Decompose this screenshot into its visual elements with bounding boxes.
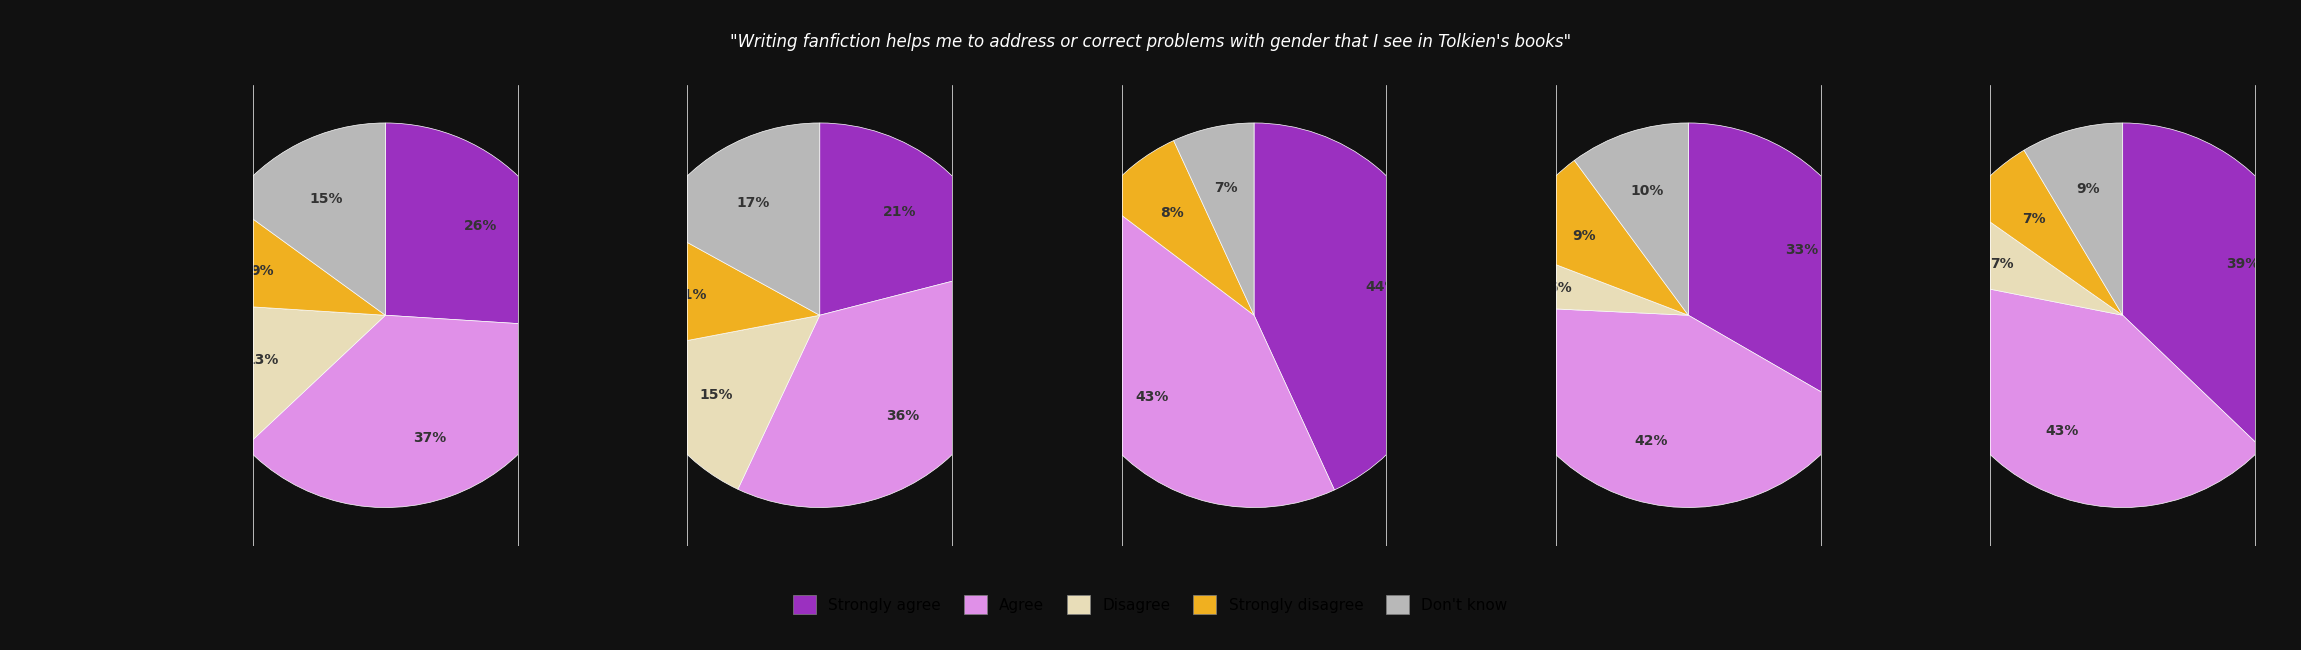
Text: 43%: 43% (1134, 390, 1169, 404)
Wedge shape (1496, 306, 1855, 508)
Text: 9%: 9% (251, 264, 274, 278)
Text: "Writing fanfiction helps me to address or correct problems with gender that I s: "Writing fanfiction helps me to address … (729, 33, 1572, 51)
Text: 8%: 8% (1160, 207, 1185, 220)
Wedge shape (1574, 123, 1689, 315)
Text: 26%: 26% (465, 219, 497, 233)
Wedge shape (230, 123, 387, 315)
Text: 43%: 43% (2046, 424, 2080, 438)
Wedge shape (246, 315, 578, 508)
Wedge shape (1061, 200, 1335, 508)
Text: 42%: 42% (1634, 434, 1668, 448)
Wedge shape (1174, 123, 1254, 315)
Wedge shape (2025, 123, 2124, 315)
Legend: Strongly agree, Agree, Disagree, Strongly disagree, Don't know: Strongly agree, Agree, Disagree, Strongl… (794, 595, 1507, 614)
Text: 21%: 21% (884, 205, 916, 219)
Wedge shape (2122, 123, 2301, 448)
Wedge shape (1509, 161, 1689, 315)
Text: 33%: 33% (1786, 243, 1818, 257)
Text: 10%: 10% (1631, 184, 1664, 198)
Text: 44%: 44% (1364, 280, 1399, 294)
Text: 7%: 7% (1215, 181, 1238, 194)
Wedge shape (651, 123, 819, 315)
Bar (1385, 84, 1555, 546)
Wedge shape (1931, 278, 2262, 508)
Bar (953, 84, 1123, 546)
Wedge shape (628, 222, 819, 351)
Text: 36%: 36% (886, 409, 920, 423)
Wedge shape (384, 123, 578, 328)
Wedge shape (739, 267, 1012, 508)
Text: 39%: 39% (2227, 257, 2260, 271)
Bar (1820, 84, 1990, 546)
Text: 15%: 15% (700, 389, 734, 402)
Wedge shape (630, 315, 819, 489)
Text: 13%: 13% (246, 352, 278, 367)
Wedge shape (193, 303, 387, 447)
Bar (518, 84, 688, 546)
Wedge shape (1254, 123, 1447, 490)
Bar (2255, 84, 2301, 546)
Text: 11%: 11% (674, 288, 706, 302)
Wedge shape (1935, 205, 2124, 315)
Wedge shape (1100, 140, 1254, 315)
Wedge shape (1496, 246, 1689, 315)
Text: 9%: 9% (2076, 182, 2101, 196)
Wedge shape (1689, 123, 1880, 411)
Text: 9%: 9% (1572, 229, 1597, 243)
Text: 5%: 5% (1549, 281, 1572, 296)
Bar (0, 84, 253, 546)
Text: 15%: 15% (308, 192, 343, 206)
Text: 7%: 7% (1990, 257, 2013, 271)
Wedge shape (193, 202, 387, 315)
Wedge shape (1965, 150, 2124, 315)
Text: 17%: 17% (736, 196, 771, 210)
Text: 7%: 7% (2023, 213, 2046, 226)
Wedge shape (819, 123, 1006, 315)
Text: 37%: 37% (414, 432, 446, 445)
